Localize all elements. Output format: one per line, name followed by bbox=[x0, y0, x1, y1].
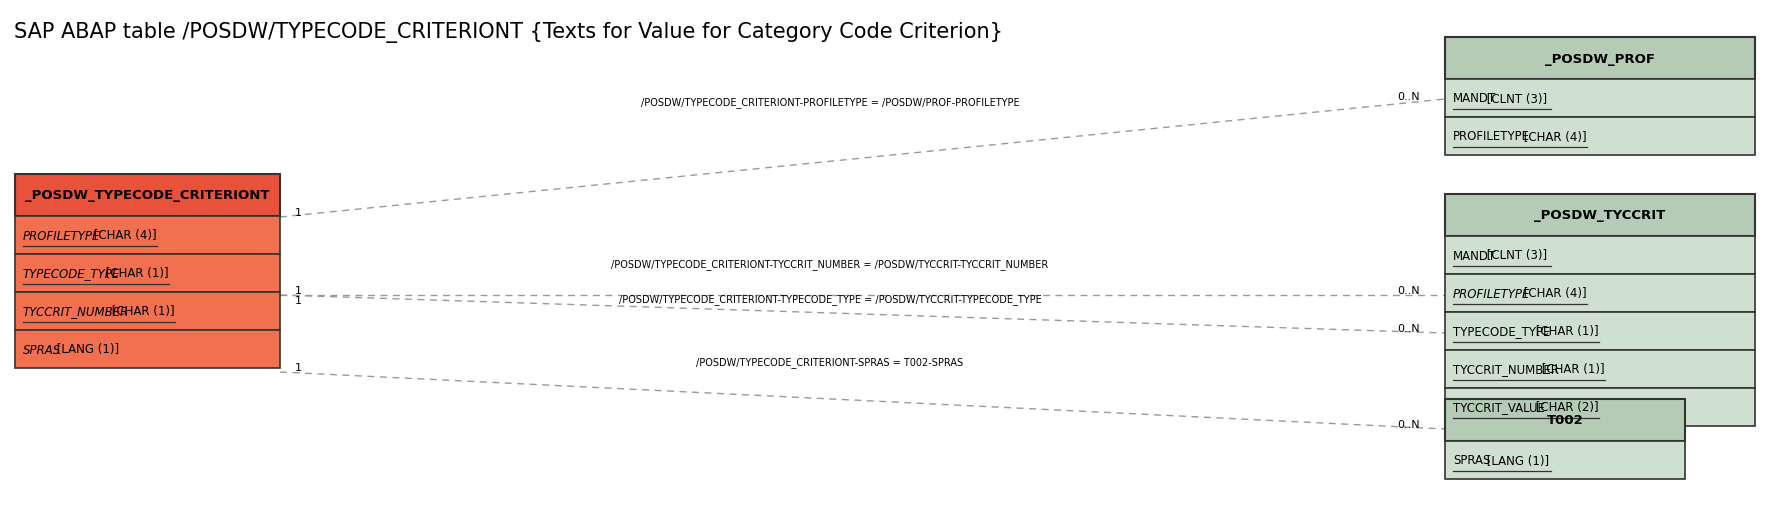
Text: PROFILETYPE: PROFILETYPE bbox=[1453, 130, 1529, 143]
Text: /POSDW/TYPECODE_CRITERIONT-TYPECODE_TYPE = /POSDW/TYCCRIT-TYPECODE_TYPE: /POSDW/TYPECODE_CRITERIONT-TYPECODE_TYPE… bbox=[618, 294, 1041, 304]
Bar bbox=[14, 175, 281, 216]
Text: SPRAS: SPRAS bbox=[1453, 454, 1490, 467]
Text: TYCCRIT_VALUE: TYCCRIT_VALUE bbox=[1453, 401, 1545, 414]
Bar bbox=[1446, 350, 1755, 388]
Text: MANDT: MANDT bbox=[1453, 249, 1495, 262]
Bar bbox=[1446, 194, 1755, 237]
Text: [CHAR (1)]: [CHAR (1)] bbox=[108, 305, 176, 318]
Text: 0..N: 0..N bbox=[1398, 323, 1421, 333]
Bar bbox=[14, 330, 281, 369]
Text: [CHAR (4)]: [CHAR (4)] bbox=[1520, 130, 1586, 143]
Text: 1: 1 bbox=[295, 362, 302, 372]
Text: _POSDW_PROF: _POSDW_PROF bbox=[1545, 52, 1655, 65]
Text: [LANG (1)]: [LANG (1)] bbox=[1483, 454, 1550, 467]
Text: TYCCRIT_NUMBER: TYCCRIT_NUMBER bbox=[23, 305, 130, 318]
Bar bbox=[1446, 388, 1755, 426]
Text: [CHAR (1)]: [CHAR (1)] bbox=[1538, 363, 1606, 376]
Bar bbox=[1446, 399, 1685, 441]
Text: 1: 1 bbox=[295, 208, 302, 217]
Text: PROFILETYPE: PROFILETYPE bbox=[23, 229, 101, 242]
Bar bbox=[14, 254, 281, 293]
Bar bbox=[1446, 38, 1755, 80]
Bar bbox=[1446, 80, 1755, 118]
Text: PROFILETYPE: PROFILETYPE bbox=[1453, 287, 1531, 300]
Text: SPRAS: SPRAS bbox=[23, 343, 60, 356]
Text: /POSDW/TYPECODE_CRITERIONT-SPRAS = T002-SPRAS: /POSDW/TYPECODE_CRITERIONT-SPRAS = T002-… bbox=[696, 356, 964, 367]
Bar bbox=[1446, 313, 1755, 350]
Text: /POSDW/TYPECODE_CRITERIONT-TYCCRIT_NUMBER = /POSDW/TYCCRIT-TYCCRIT_NUMBER: /POSDW/TYPECODE_CRITERIONT-TYCCRIT_NUMBE… bbox=[611, 259, 1048, 269]
Bar bbox=[14, 293, 281, 330]
Text: SAP ABAP table /POSDW/TYPECODE_CRITERIONT {Texts for Value for Category Code Cri: SAP ABAP table /POSDW/TYPECODE_CRITERION… bbox=[14, 22, 1003, 43]
Bar bbox=[1446, 118, 1755, 156]
Text: [CLNT (3)]: [CLNT (3)] bbox=[1483, 249, 1547, 262]
Text: [CHAR (2)]: [CHAR (2)] bbox=[1533, 401, 1598, 414]
Text: /POSDW/TYPECODE_CRITERIONT-PROFILETYPE = /POSDW/PROF-PROFILETYPE: /POSDW/TYPECODE_CRITERIONT-PROFILETYPE =… bbox=[641, 97, 1019, 108]
Text: 0..N: 0..N bbox=[1398, 92, 1421, 102]
Bar bbox=[1446, 441, 1685, 479]
Text: 0..N: 0..N bbox=[1398, 286, 1421, 295]
Text: 1: 1 bbox=[295, 295, 302, 305]
Text: _POSDW_TYPECODE_CRITERIONT: _POSDW_TYPECODE_CRITERIONT bbox=[25, 189, 270, 202]
Text: T002: T002 bbox=[1547, 414, 1584, 427]
Text: 1: 1 bbox=[295, 286, 302, 295]
Text: TYPECODE_TYPE: TYPECODE_TYPE bbox=[1453, 325, 1550, 338]
Text: MANDT: MANDT bbox=[1453, 92, 1495, 105]
Text: [CHAR (1)]: [CHAR (1)] bbox=[1533, 325, 1598, 338]
Text: [CHAR (4)]: [CHAR (4)] bbox=[1520, 287, 1586, 300]
Text: _POSDW_TYCCRIT: _POSDW_TYCCRIT bbox=[1534, 209, 1666, 222]
Text: [CHAR (1)]: [CHAR (1)] bbox=[103, 267, 169, 280]
Text: 0..N: 0..N bbox=[1398, 419, 1421, 429]
Bar bbox=[1446, 274, 1755, 313]
Text: TYCCRIT_NUMBER: TYCCRIT_NUMBER bbox=[1453, 363, 1559, 376]
Bar bbox=[1446, 237, 1755, 274]
Text: [CHAR (4)]: [CHAR (4)] bbox=[91, 229, 156, 242]
Text: TYPECODE_TYPE: TYPECODE_TYPE bbox=[23, 267, 121, 280]
Text: [CLNT (3)]: [CLNT (3)] bbox=[1483, 92, 1547, 105]
Bar bbox=[14, 216, 281, 254]
Text: [LANG (1)]: [LANG (1)] bbox=[53, 343, 119, 356]
